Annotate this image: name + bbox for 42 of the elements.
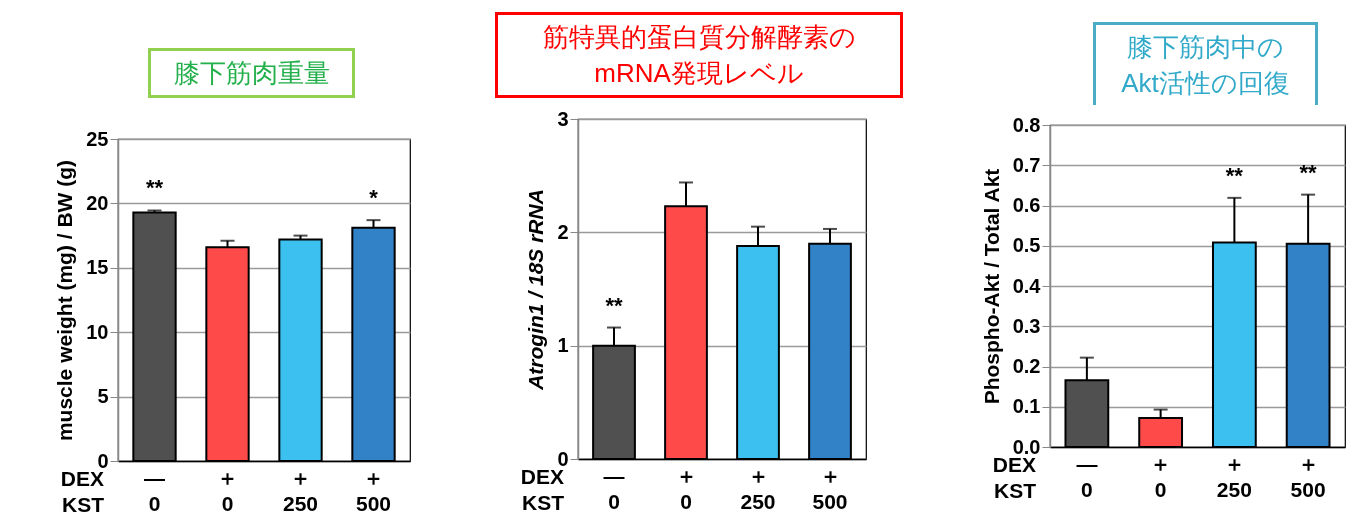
x-tick-label: ＋ 250 bbox=[282, 465, 319, 515]
y-axis-title: Atrogin1 / 18S rRNA bbox=[524, 189, 548, 391]
annotation: ** bbox=[145, 175, 164, 201]
x-tick-label: ＋ 250 bbox=[740, 463, 776, 513]
y-axis-title: muscle weight (mg) / BW (g) bbox=[53, 159, 77, 442]
y-tick-label: 15 bbox=[86, 256, 109, 279]
annotation: ** bbox=[605, 292, 623, 318]
text: KST bbox=[62, 493, 105, 516]
y-tick-label: 0.1 bbox=[1012, 395, 1041, 418]
chart-title: 筋特異的蛋白質分解酵素の mRNA発現レベル bbox=[495, 12, 903, 98]
annotation: ** bbox=[1299, 159, 1318, 185]
x-tick-label: ＋ 0 bbox=[675, 463, 697, 513]
y-tick-label: 3 bbox=[557, 107, 569, 130]
annotation: ** bbox=[1225, 162, 1244, 188]
x-tick-label: ＋ 0 bbox=[217, 465, 238, 515]
annotation: * bbox=[369, 185, 379, 211]
text: KST bbox=[994, 479, 1037, 502]
text: KST bbox=[522, 491, 565, 514]
x-tick-label: ＋ 0 bbox=[1150, 451, 1172, 501]
y-tick-label: 0.2 bbox=[1012, 355, 1041, 377]
y-tick-label: 0.4 bbox=[1012, 274, 1042, 297]
y-tick-label: 5 bbox=[97, 385, 109, 408]
x-tick-label: ＋ 250 bbox=[1216, 451, 1252, 501]
y-tick-label: 0.6 bbox=[1012, 194, 1041, 216]
x-tick-label: ＋ 500 bbox=[355, 465, 392, 515]
y-tick-label: 2 bbox=[557, 220, 569, 243]
y-axis-title: Phospho-Akt / Total Akt bbox=[979, 168, 1003, 405]
x-tick-label: ＋ 500 bbox=[1290, 451, 1326, 501]
y-tick-label: 25 bbox=[86, 127, 109, 150]
x-tick-label: — 0 bbox=[144, 465, 165, 515]
y-tick-label: 0.8 bbox=[1012, 113, 1041, 136]
y-tick-label: 0.3 bbox=[1012, 314, 1041, 337]
y-tick-label: 20 bbox=[86, 191, 109, 214]
x-tick-label: — 0 bbox=[1076, 451, 1098, 501]
y-tick-label: 10 bbox=[86, 320, 109, 343]
x-tick-label: ＋ 500 bbox=[812, 463, 848, 513]
y-tick-label: 1 bbox=[557, 334, 569, 357]
x-tick-label: — 0 bbox=[603, 463, 625, 513]
chart-title: 膝下筋肉中の Akt活性の回復 bbox=[1093, 22, 1318, 108]
y-tick-label: 0.7 bbox=[1012, 153, 1041, 176]
y-tick-label: 0.5 bbox=[1012, 234, 1041, 257]
chart-title: 膝下筋肉重量 bbox=[148, 48, 355, 98]
